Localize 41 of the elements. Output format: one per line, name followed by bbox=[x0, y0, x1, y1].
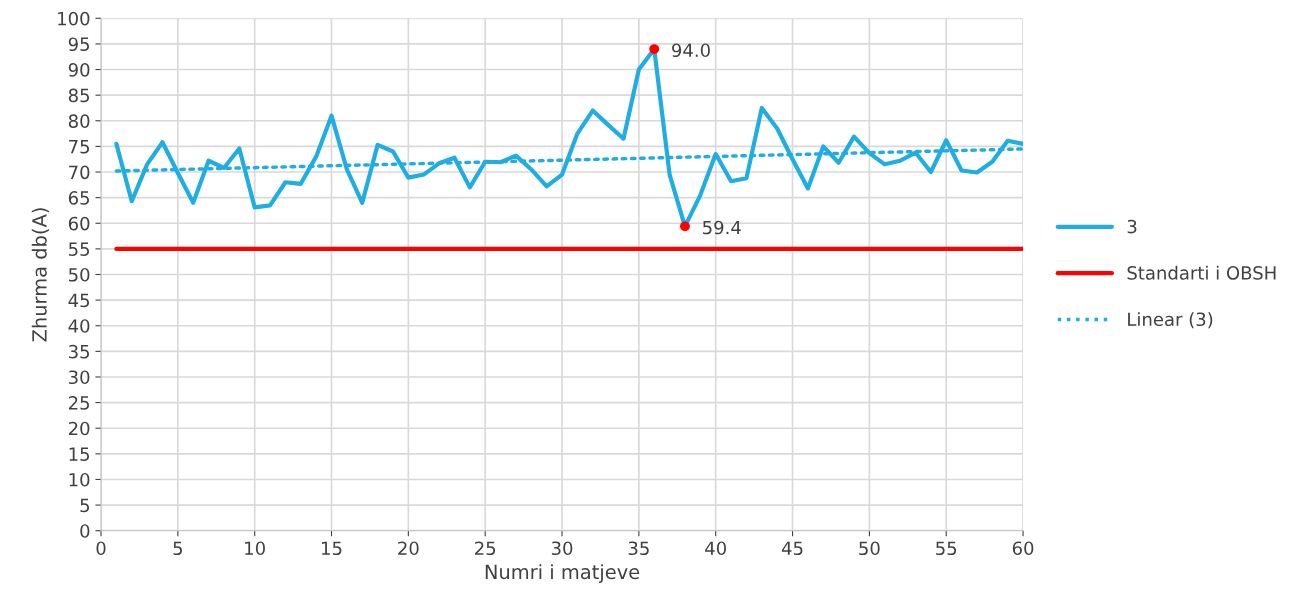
x-tick-label: 30 bbox=[551, 541, 573, 556]
data-label: 59.4 bbox=[703, 220, 741, 235]
y-tick-label: 75 bbox=[69, 140, 90, 154]
y-tick-label: 25 bbox=[68, 396, 90, 410]
y-tick-label: 35 bbox=[68, 344, 90, 359]
y-tick-label: 50 bbox=[69, 267, 90, 282]
y-tick-label: 45 bbox=[68, 293, 90, 308]
y-tick-label: 90 bbox=[68, 63, 90, 77]
x-tick-label: 10 bbox=[245, 541, 265, 556]
x-axis-title: Numri i matjeve bbox=[485, 564, 640, 583]
legend-label: 3 bbox=[1127, 219, 1137, 234]
x-tick-label: 0 bbox=[96, 541, 106, 556]
y-tick-label: 30 bbox=[68, 370, 90, 385]
y-tick-label: 80 bbox=[68, 114, 90, 128]
y-tick-label: 70 bbox=[69, 165, 90, 180]
x-tick-label: 15 bbox=[322, 541, 342, 556]
y-tick-label: 20 bbox=[68, 421, 90, 436]
x-tick-label: 25 bbox=[475, 541, 496, 556]
x-tick-label: 20 bbox=[398, 541, 419, 556]
y-tick-label: 60 bbox=[68, 216, 90, 231]
y-tick-label: 95 bbox=[68, 37, 90, 52]
y-tick-label: 65 bbox=[68, 191, 90, 205]
data-label: 94.0 bbox=[672, 43, 710, 58]
y-tick-label: 40 bbox=[68, 319, 90, 333]
x-tick-label: 35 bbox=[628, 541, 649, 556]
x-tick-label: 40 bbox=[705, 541, 726, 556]
legend-label: Linear (3) bbox=[1128, 312, 1213, 329]
y-tick-label: 0 bbox=[80, 524, 90, 538]
y-tick-label: 10 bbox=[69, 472, 90, 487]
x-tick-label: 5 bbox=[173, 541, 183, 556]
x-tick-label: 60 bbox=[1012, 541, 1034, 556]
y-tick-label: 55 bbox=[69, 242, 90, 256]
x-tick-label: 50 bbox=[859, 541, 880, 556]
y-tick-label: 85 bbox=[68, 88, 90, 103]
legend-label: Standarti i OBSH bbox=[1127, 265, 1276, 280]
y-tick-label: 5 bbox=[80, 498, 90, 513]
y-tick-label: 100 bbox=[58, 11, 90, 26]
x-tick-label: 55 bbox=[936, 541, 957, 556]
y-axis-title: Zhurma db(A) bbox=[31, 208, 50, 342]
x-tick-label: 45 bbox=[781, 541, 803, 556]
y-tick-label: 15 bbox=[69, 447, 90, 461]
